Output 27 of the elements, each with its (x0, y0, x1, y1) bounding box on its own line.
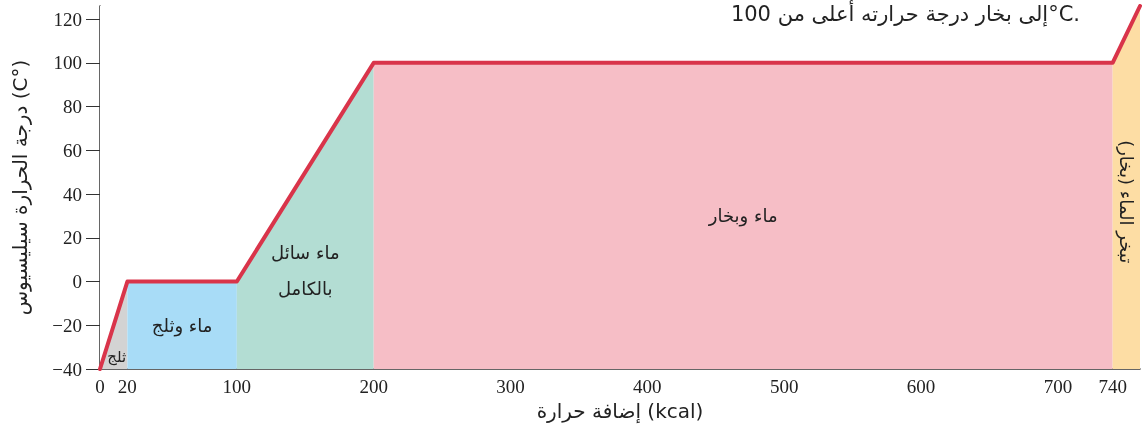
x-tick-label: 300 (496, 376, 525, 397)
x-tick-label: 200 (359, 376, 388, 397)
band-label: ماء وثلج (151, 314, 213, 337)
x-tick-label: 600 (906, 376, 936, 397)
y-tick-label: 100 (53, 52, 82, 74)
x-tick-label: 740 (1098, 376, 1127, 397)
x-tick-label: 20 (117, 376, 137, 397)
y-tick-label: 120 (53, 8, 82, 30)
x-tick-label: 0 (95, 376, 105, 397)
band-label: ماء وبخار (707, 205, 778, 228)
x-axis-title: إضافة حرارة (kcal) (536, 399, 704, 424)
x-tick-label: 100 (222, 376, 252, 397)
band-label: تبخر الماء (بخار) (1114, 140, 1137, 264)
y-tick-label: 0 (72, 271, 82, 293)
annotation: إلى بخار درجة حرارته أعلى من 100°C. (730, 0, 1080, 27)
x-tick-label: 400 (633, 376, 662, 397)
y-tick-label: 20 (63, 227, 82, 249)
y-tick-label: −40 (52, 358, 82, 380)
x-tick-label: 700 (1043, 376, 1073, 397)
y-tick-label: −20 (52, 314, 82, 336)
y-tick-label: 80 (63, 96, 82, 118)
y-axis-title: درجة الحرارة سيليسيوس (C°) (8, 59, 32, 316)
x-tick-label: 500 (769, 376, 799, 397)
band-label: ثلج (107, 348, 127, 367)
y-tick-label: 40 (63, 183, 82, 205)
band-label: ماء سائل بالكامل (271, 242, 340, 300)
y-tick-label: 60 (63, 139, 82, 161)
